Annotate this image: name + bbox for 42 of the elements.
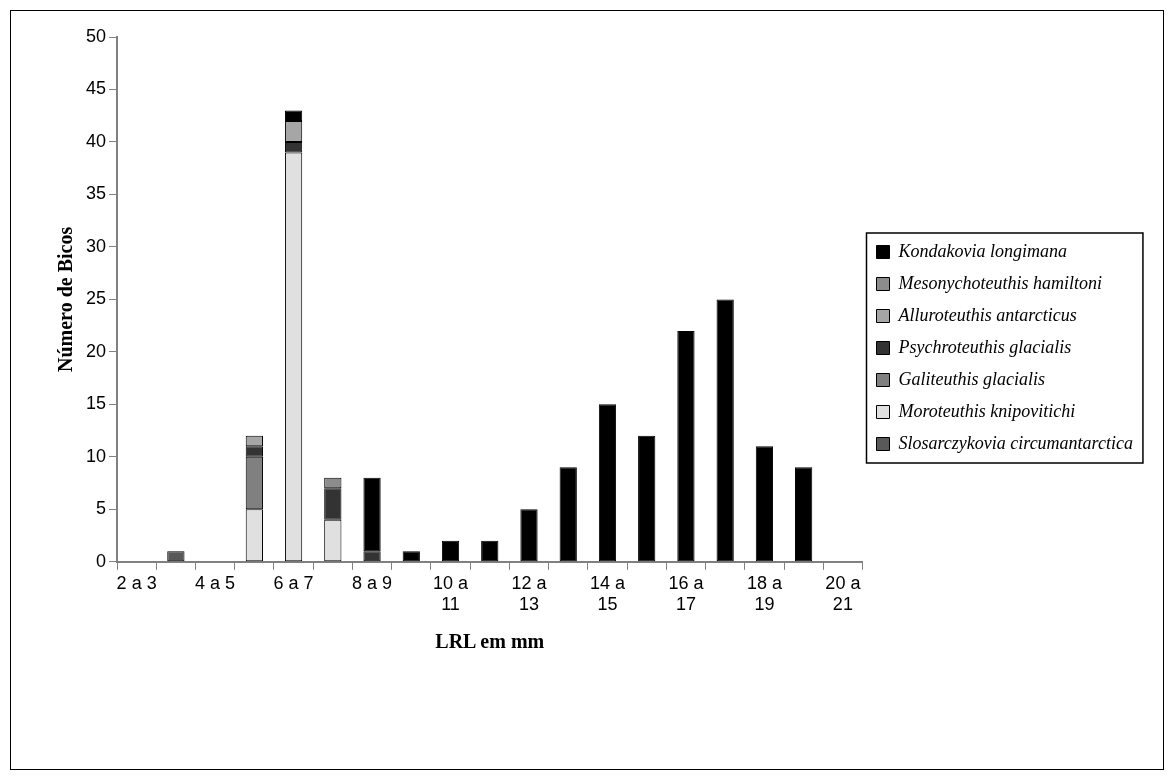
bar bbox=[795, 467, 813, 562]
x-tick-label: 20 a 21 bbox=[825, 572, 862, 615]
y-tick-label: 35 bbox=[85, 183, 107, 204]
bar bbox=[402, 551, 420, 562]
bar bbox=[481, 540, 499, 562]
bar bbox=[638, 435, 656, 562]
bar bbox=[677, 330, 695, 562]
y-tick-label: 25 bbox=[85, 288, 107, 309]
x-tick-label: 8 a 9 bbox=[352, 572, 393, 593]
y-tick-label: 20 bbox=[85, 340, 107, 361]
x-tick-label: 2 a 3 bbox=[116, 572, 157, 593]
bar bbox=[363, 477, 381, 552]
y-tick-label: 15 bbox=[85, 393, 107, 414]
y-tick-label: 30 bbox=[85, 235, 107, 256]
x-axis-title: LRL em mm bbox=[435, 630, 545, 653]
y-tick-label: 5 bbox=[96, 498, 107, 519]
legend-label: Galiteuthis glacialis bbox=[898, 368, 1045, 389]
y-tick-label: 50 bbox=[85, 25, 107, 46]
bar bbox=[441, 540, 460, 562]
legend-label: Alluroteuthis antarcticus bbox=[897, 304, 1077, 325]
bar bbox=[559, 467, 577, 562]
legend-label: Psychroteuthis glacialis bbox=[897, 336, 1072, 357]
legend-label: Slosarczykovia circumantarctica bbox=[898, 432, 1133, 453]
x-tick-label: 18 a 19 bbox=[746, 572, 783, 615]
bar bbox=[755, 446, 774, 562]
x-tick-label: 14 a 15 bbox=[589, 572, 626, 615]
y-axis-title: Número de Bicos bbox=[54, 226, 77, 372]
x-tick-label: 16 a 17 bbox=[668, 572, 705, 615]
legend-label: Kondakovia longimana bbox=[897, 240, 1067, 261]
x-tick-label: 6 a 7 bbox=[273, 572, 314, 593]
y-tick-label: 40 bbox=[85, 130, 107, 151]
legend-label: Mesonychoteuthis hamiltoni bbox=[897, 272, 1102, 293]
bar bbox=[598, 404, 617, 562]
x-tick-label: 10 a 11 bbox=[433, 572, 470, 615]
bar bbox=[716, 299, 734, 562]
y-tick-label: 0 bbox=[96, 550, 107, 571]
x-tick-label: 4 a 5 bbox=[195, 572, 236, 593]
legend-label: Moroteuthis knipovitichi bbox=[897, 400, 1076, 421]
y-tick-label: 45 bbox=[85, 78, 107, 99]
bar bbox=[520, 509, 538, 562]
y-tick-label: 10 bbox=[85, 445, 107, 466]
x-tick-label: 12 a 13 bbox=[511, 572, 548, 615]
